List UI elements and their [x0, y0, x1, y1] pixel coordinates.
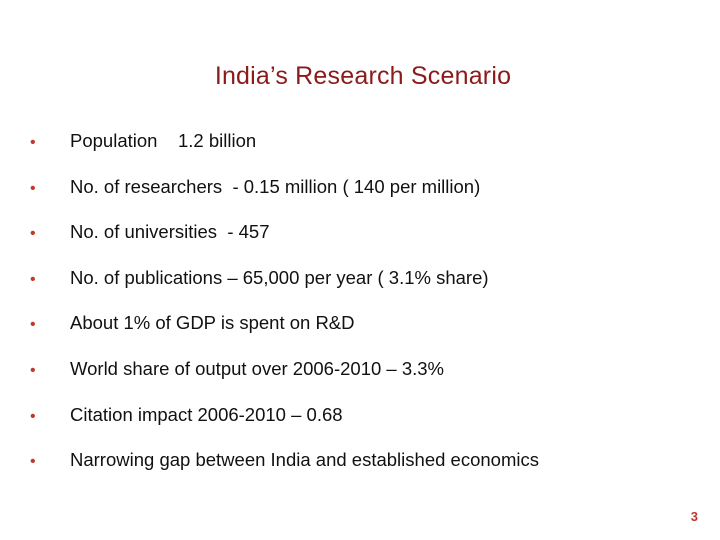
bullet-text: Narrowing gap between India and establis…: [70, 449, 539, 471]
bullet-text: Citation impact 2006-2010 – 0.68: [70, 403, 343, 425]
page-number: 3: [690, 509, 698, 524]
bullet-text: No. of universities - 457: [70, 221, 270, 243]
bullet-item-narrowing-gap: • Narrowing gap between India and establ…: [28, 449, 708, 495]
bullet-icon: •: [30, 225, 36, 243]
bullet-list: • Population 1.2 billion • No. of resear…: [28, 130, 708, 495]
bullet-text: No. of researchers - 0.15 million ( 140 …: [70, 175, 481, 197]
bullet-item-population: • Population 1.2 billion: [28, 130, 708, 176]
bullet-text: About 1% of GDP is spent on R&D: [70, 312, 355, 334]
bullet-item-publications: • No. of publications – 65,000 per year …: [28, 267, 708, 313]
bullet-item-citation-impact: • Citation impact 2006-2010 – 0.68: [28, 404, 708, 450]
bullet-item-world-share: • World share of output over 2006-2010 –…: [28, 358, 708, 404]
bullet-icon: •: [30, 407, 36, 425]
bullet-icon: •: [30, 453, 36, 471]
bullet-icon: •: [30, 179, 36, 197]
bullet-icon: •: [30, 361, 36, 379]
bullet-icon: •: [30, 316, 36, 334]
bullet-text: World share of output over 2006-2010 – 3…: [70, 357, 445, 379]
bullet-item-researchers: • No. of researchers - 0.15 million ( 14…: [28, 176, 708, 222]
bullet-icon: •: [30, 134, 36, 151]
bullet-icon: •: [30, 270, 36, 288]
bullet-text: No. of publications – 65,000 per year ( …: [70, 266, 489, 288]
slide-title: India’s Research Scenario: [214, 62, 512, 90]
bullet-item-universities: • No. of universities - 457: [28, 221, 708, 267]
bullet-item-gdp: • About 1% of GDP is spent on R&D: [28, 312, 708, 358]
bullet-text: Population 1.2 billion: [70, 130, 257, 151]
